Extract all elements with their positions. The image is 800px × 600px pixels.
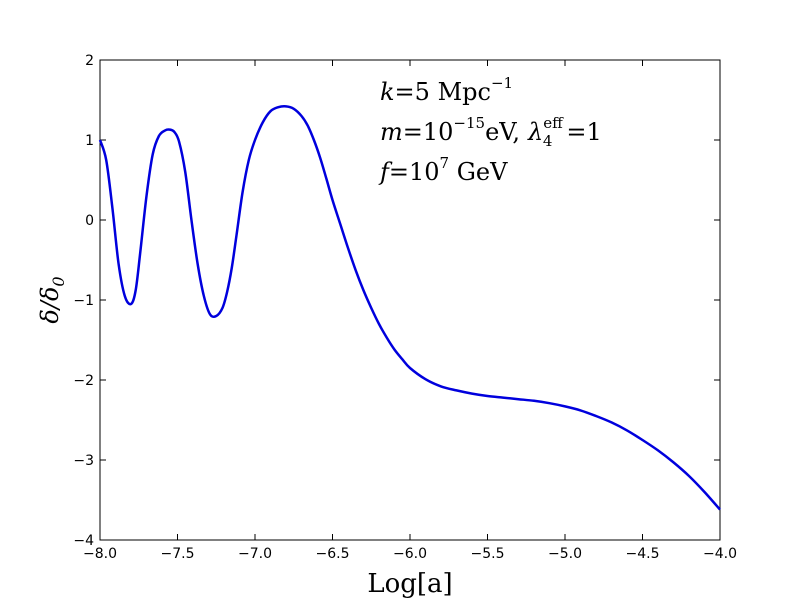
y-tick-labels: −4 −3 −2 −1 0 1 2 [73,53,94,549]
y-tick-label: −4 [73,533,94,549]
x-tick-label: −7.0 [238,546,272,562]
y-tick-label: −1 [73,293,94,309]
plot-area-frame [99,59,721,541]
annotation-m-lambda: m=10−15eV, λeff 4 =1 [380,114,602,150]
x-tick-label: −6.0 [393,546,427,562]
x-tick-label: −8.0 [83,546,117,562]
x-tick-labels: −8.0 −7.5 −7.0 −6.5 −6.0 −5.5 −5.0 −4.5 −4.0 [83,546,737,562]
y-tick-label: 1 [85,133,94,149]
x-axis-title: Log[a] [367,569,452,599]
annotation-k: k=5 Mpc−1 [380,74,513,106]
y-tick-label: −3 [73,453,94,469]
y-tick-label: −2 [73,373,94,389]
x-tick-label: −7.5 [161,546,195,562]
x-tick-label: −5.0 [548,546,582,562]
y-tick-label: 2 [85,53,94,69]
x-tick-label: −5.5 [471,546,505,562]
x-tick-label: −4.5 [626,546,660,562]
annotation-f: f=107 GeV [378,154,508,186]
tick-marks [99,59,721,541]
y-axis-title: δ/δ0 [36,276,68,323]
x-tick-label: −6.5 [316,546,350,562]
x-tick-label: −4.0 [703,546,737,562]
series-line [98,105,721,511]
y-tick-label: 0 [85,213,94,229]
